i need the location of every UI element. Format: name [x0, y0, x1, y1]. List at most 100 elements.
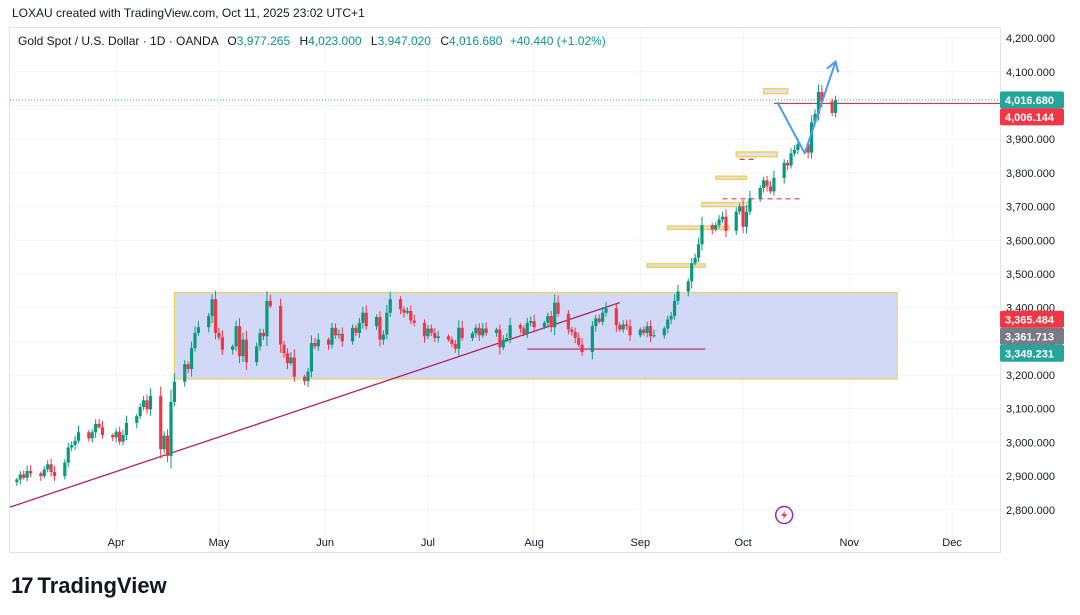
candle-body [720, 216, 725, 220]
candle-body [429, 328, 433, 333]
x-tick-label: Oct [735, 537, 752, 549]
candle [518, 323, 523, 334]
demand-box-layer [646, 87, 789, 268]
candle [220, 330, 224, 355]
candle [460, 320, 464, 341]
candle [474, 324, 478, 338]
demand-box [735, 151, 779, 158]
candle-body [28, 471, 33, 474]
x-tick-label: Sep [631, 537, 651, 549]
candle-body [87, 432, 91, 439]
candle [309, 335, 314, 378]
candle-body [282, 344, 286, 354]
candle-body [100, 427, 105, 435]
candle-body [820, 92, 824, 102]
candle [422, 319, 427, 343]
candle [210, 294, 214, 323]
candle-body [477, 327, 481, 336]
candle [546, 312, 550, 327]
candle [580, 338, 584, 356]
candle [522, 325, 526, 337]
candle [261, 329, 266, 341]
candle [498, 324, 502, 355]
candle-body [426, 328, 430, 337]
candle-body [357, 322, 362, 333]
candle-body [261, 332, 266, 337]
candle-body [638, 329, 642, 336]
candle [809, 115, 814, 159]
candle-body [313, 343, 317, 347]
candle-body [796, 144, 800, 150]
candle-body [25, 471, 29, 478]
candle-body [244, 339, 248, 363]
candle [313, 338, 317, 350]
candle [676, 284, 680, 305]
candle-body [97, 423, 101, 428]
candle [207, 313, 211, 333]
candle [553, 294, 557, 336]
candle-body [354, 327, 358, 333]
candle-body [508, 325, 512, 338]
candle [508, 317, 512, 344]
candle [833, 95, 838, 118]
candle-body [292, 357, 296, 377]
projection-layer [774, 59, 840, 525]
candle [696, 237, 701, 263]
candle-body [111, 434, 115, 438]
candle-body [172, 381, 177, 402]
price-label-text: 3,361.713 [1005, 331, 1054, 343]
candle [789, 148, 793, 169]
candle-body [388, 299, 392, 313]
candle-body [265, 300, 269, 337]
candle [693, 253, 697, 266]
candle [159, 386, 163, 459]
candle-body [618, 325, 622, 330]
candle [145, 394, 149, 415]
candle-body [333, 327, 338, 336]
candle-layer [15, 84, 838, 486]
candle-body [669, 316, 673, 320]
close-label: C [440, 34, 449, 48]
candle [669, 312, 673, 325]
candle-body [340, 333, 344, 342]
candle-body [734, 211, 738, 231]
candle [42, 465, 46, 479]
candle [162, 431, 166, 454]
candle [94, 419, 98, 438]
candle [114, 428, 118, 443]
candle [484, 322, 488, 336]
candle-body [148, 395, 153, 410]
candle-body [762, 180, 766, 189]
price-label-bg [1000, 327, 1064, 345]
candle-body [436, 336, 440, 338]
candle [66, 442, 70, 468]
candle [138, 403, 142, 419]
candle-body [39, 473, 43, 477]
chart-frame [9, 27, 1001, 553]
candle-body [625, 324, 629, 327]
candle [470, 331, 475, 342]
candle-body [114, 431, 118, 438]
candle-body [52, 472, 57, 477]
candle-body [207, 316, 211, 328]
candle [717, 215, 721, 229]
candle [172, 373, 177, 407]
candle [326, 337, 331, 350]
y-tick-label: 2,800.000 [1006, 505, 1055, 517]
candle [350, 324, 355, 345]
candle [303, 374, 307, 386]
candle-body [597, 318, 601, 322]
range-zone-box [173, 291, 898, 380]
candle-body [241, 339, 245, 357]
change-value: +40.440 (+1.02%) [509, 34, 606, 48]
candle [645, 321, 649, 338]
candle-body [330, 327, 334, 345]
candle-body [141, 400, 146, 408]
candle-body [210, 299, 214, 317]
trendline [9, 301, 620, 508]
price-label: 3,349.231 [1000, 344, 1064, 362]
candle [279, 298, 283, 353]
tradingview-logo[interactable]: 17 TradingView [11, 573, 167, 599]
symbol-legend: Gold Spot / U.S. Dollar · 1D · OANDA O3,… [18, 34, 606, 48]
